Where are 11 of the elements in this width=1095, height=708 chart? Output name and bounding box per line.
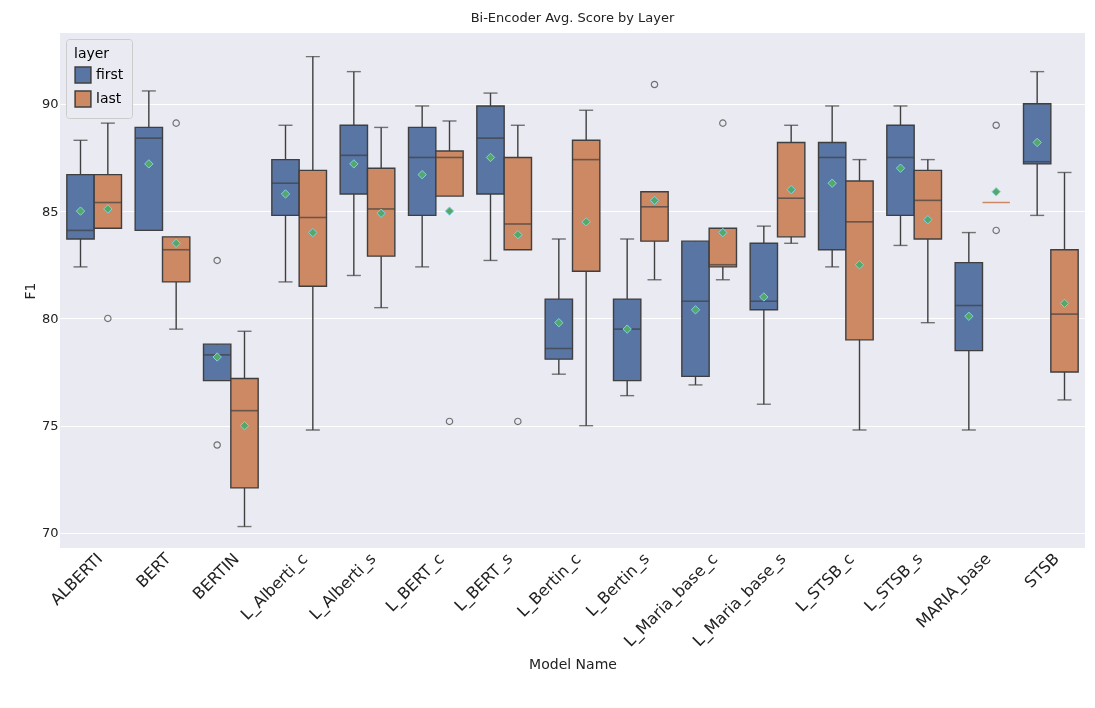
y-tick-label: 70 [41,525,59,541]
y-tick-label: 90 [41,96,59,112]
y-axis-title: F1 [21,282,38,300]
chart-title: Bi-Encoder Avg. Score by Layer [470,10,675,25]
y-tick-label: 80 [41,310,59,326]
legend-label: first [96,66,124,82]
y-tick-label: 85 [41,203,59,219]
legend-label: last [96,90,122,106]
x-axis-title: Model Name [529,655,617,672]
y-tick-label: 75 [41,418,59,434]
legend-title: layer [74,45,110,61]
